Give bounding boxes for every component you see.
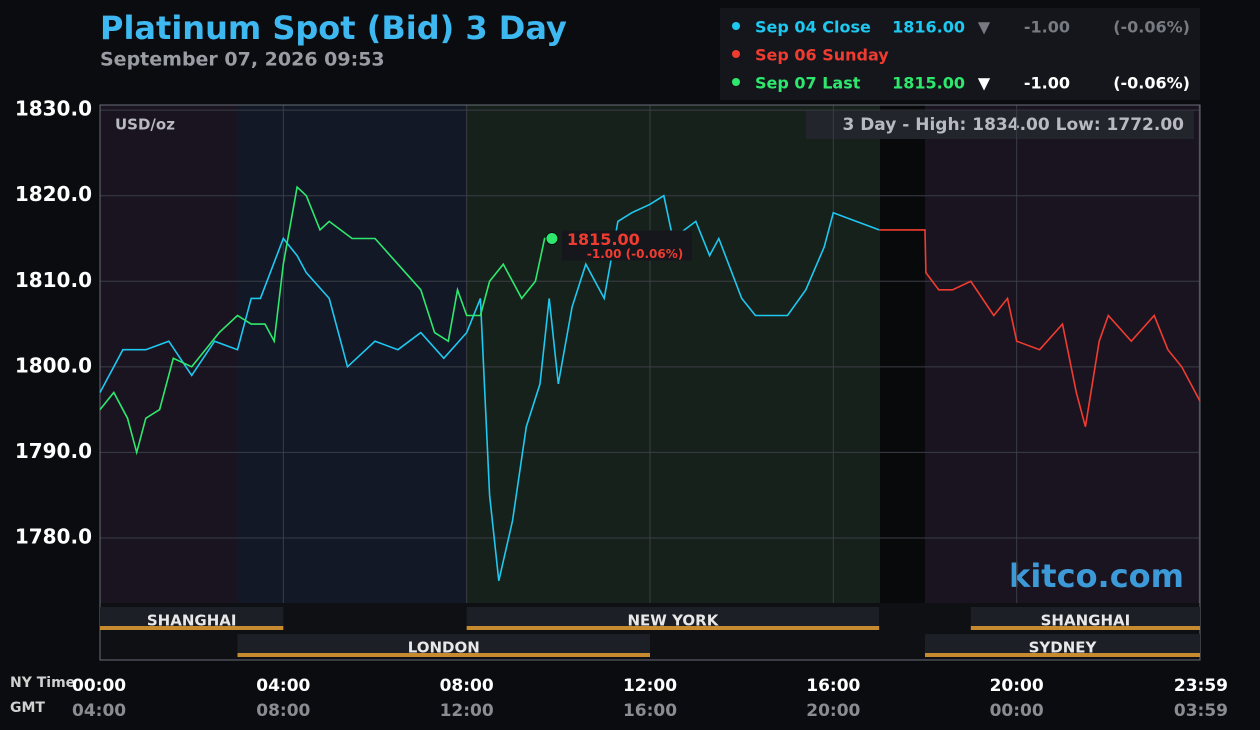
- legend-change: -1.00: [1024, 74, 1070, 93]
- chart-title: Platinum Spot (Bid) 3 Day: [100, 9, 567, 47]
- annotation-box: [561, 230, 692, 261]
- x-tick-label: 00:00: [72, 676, 126, 696]
- session-label: SHANGHAI: [147, 612, 237, 630]
- x2-axis-label: GMT: [10, 700, 45, 716]
- x-tick-label: 04:00: [256, 676, 310, 696]
- x-axis-label: NY Time: [10, 675, 75, 691]
- x2-tick-label: 16:00: [623, 701, 677, 721]
- session-label: NEW YORK: [628, 612, 720, 630]
- legend-dot: [732, 78, 740, 86]
- session-bg: [100, 105, 237, 603]
- last-marker: [545, 231, 559, 245]
- x-tick-label: 20:00: [990, 676, 1044, 696]
- range-box: [806, 111, 1194, 139]
- range-note: 3 Day - High: 1834.00 Low: 1772.00: [842, 115, 1184, 135]
- y-tick-label: 1790.0: [15, 439, 92, 463]
- session-band: [237, 634, 650, 656]
- x2-tick-label: 20:00: [806, 701, 860, 721]
- series-line: [99, 194, 880, 581]
- unit-label: USD/oz: [115, 116, 175, 134]
- x-tick-label: 12:00: [623, 676, 677, 696]
- session-label: SYDNEY: [1029, 639, 1098, 657]
- y-tick-label: 1830.0: [15, 97, 92, 121]
- session-line: [925, 653, 1200, 657]
- legend-dot: [732, 50, 740, 58]
- legend-change-pct: (-0.06%): [1113, 18, 1190, 37]
- x-tick-label: 23:59: [1174, 676, 1228, 696]
- legend-box: [720, 8, 1200, 100]
- session-band: [100, 607, 284, 629]
- legend-name: Sep 07 Last: [755, 74, 861, 93]
- x-tick-label: 16:00: [806, 676, 860, 696]
- x2-tick-label: 12:00: [440, 701, 494, 721]
- plot-border: [99, 104, 1201, 661]
- x2-tick-label: 00:00: [990, 701, 1044, 721]
- x2-tick-label: 08:00: [256, 701, 310, 721]
- y-tick-label: 1820.0: [15, 182, 92, 206]
- legend-price: 1816.00: [892, 18, 965, 37]
- session-bg: [880, 105, 925, 660]
- session-line: [237, 653, 650, 657]
- session-label: SHANGHAI: [1041, 612, 1131, 630]
- session-bg: [237, 105, 466, 603]
- session-band: [466, 607, 880, 629]
- legend-dot: [732, 22, 740, 30]
- y-tick-label: 1810.0: [15, 268, 92, 292]
- y-tick-label: 1780.0: [15, 524, 92, 548]
- legend-change-pct: (-0.06%): [1113, 74, 1190, 93]
- legend-arrow: ▼: [978, 74, 991, 93]
- series-line: [99, 185, 552, 456]
- watermark: kitco.com: [1009, 557, 1184, 595]
- last-price: 1815.00: [567, 230, 640, 249]
- legend-arrow: ▼: [978, 18, 991, 37]
- legend-name: Sep 04 Close: [755, 18, 871, 37]
- legend-change: -1.00: [1024, 18, 1070, 37]
- last-change: -1.00 (-0.06%): [587, 247, 683, 261]
- x-tick-label: 08:00: [440, 676, 494, 696]
- y-tick-label: 1800.0: [15, 353, 92, 377]
- session-label: LONDON: [408, 639, 480, 657]
- session-line: [466, 626, 880, 630]
- session-line: [100, 626, 284, 630]
- legend-price: 1815.00: [892, 74, 965, 93]
- session-band: [970, 607, 1200, 629]
- legend-name: Sep 06 Sunday: [755, 46, 889, 65]
- x2-tick-label: 04:00: [72, 701, 126, 721]
- series-line: [879, 229, 1201, 427]
- chart-subtitle: September 07, 2026 09:53: [100, 49, 385, 71]
- session-band: [925, 634, 1200, 656]
- session-line: [970, 626, 1200, 630]
- x2-tick-label: 03:59: [1174, 701, 1228, 721]
- session-bg: [925, 105, 1200, 603]
- session-bg: [466, 105, 880, 603]
